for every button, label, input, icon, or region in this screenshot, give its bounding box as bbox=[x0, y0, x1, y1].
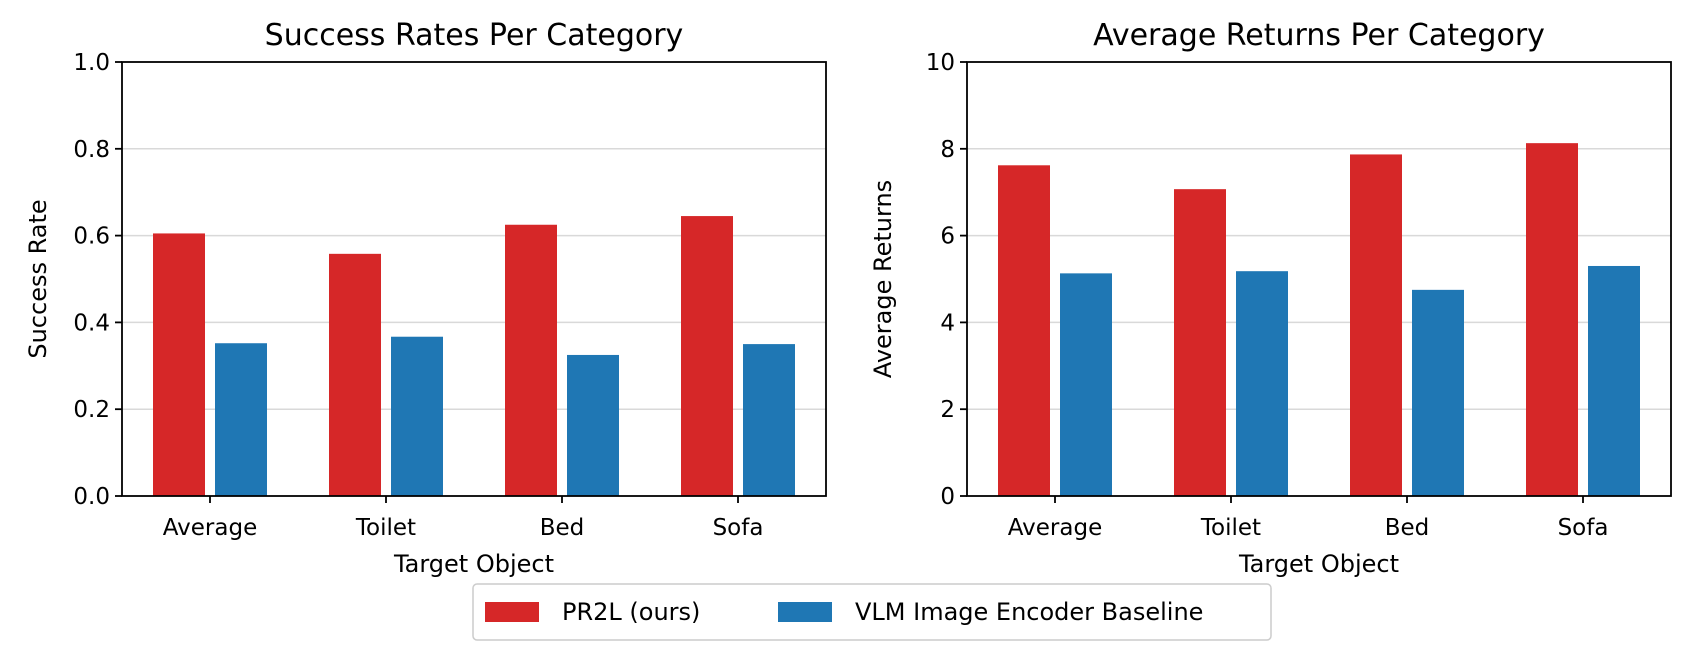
bar-baseline-bed bbox=[1412, 289, 1464, 496]
bar-baseline-sofa bbox=[1588, 265, 1640, 496]
y-tick-label: 0 bbox=[940, 484, 955, 510]
legend-frame bbox=[472, 583, 1272, 641]
legend-label-baseline: VLM Image Encoder Baseline bbox=[855, 598, 1203, 626]
legend-swatch-pr2l bbox=[485, 602, 539, 622]
bar-pr2l-bed bbox=[1350, 154, 1402, 496]
legend: PR2L (ours) VLM Image Encoder Baseline bbox=[472, 583, 1272, 641]
y-axis-label: Average Returns bbox=[869, 180, 897, 378]
x-tick-label-toilet: Toilet bbox=[355, 515, 416, 541]
legend-swatch-baseline bbox=[778, 602, 832, 622]
y-tick-label: 1.0 bbox=[73, 50, 110, 76]
legend-label-pr2l: PR2L (ours) bbox=[562, 598, 700, 626]
bar-pr2l-sofa bbox=[1526, 143, 1578, 496]
y-tick-label: 0.8 bbox=[73, 137, 110, 163]
x-tick-label-average: Average bbox=[1008, 515, 1102, 541]
x-tick-label-sofa: Sofa bbox=[1558, 515, 1609, 541]
bar-pr2l-sofa bbox=[681, 216, 733, 496]
bar-baseline-toilet bbox=[391, 336, 443, 496]
bar-baseline-sofa bbox=[743, 344, 795, 496]
y-tick-label: 4 bbox=[940, 310, 955, 336]
axes-frame bbox=[966, 61, 1672, 497]
chart-success-rates: 0.0 0.2 0.4 0.6 0.8 1.0 Average Toilet Bed Sofa Su… bbox=[24, 18, 827, 578]
bar-pr2l-toilet bbox=[1174, 189, 1226, 497]
y-tick-label: 0.0 bbox=[73, 484, 110, 510]
bar-baseline-average bbox=[1060, 273, 1112, 496]
y-tick-label: 0.4 bbox=[73, 310, 110, 336]
y-tick-label: 2 bbox=[940, 397, 955, 423]
x-tick-label-bed: Bed bbox=[540, 515, 585, 541]
x-tick-label-sofa: Sofa bbox=[713, 515, 764, 541]
bar-baseline-bed bbox=[567, 354, 619, 496]
y-axis-label: Success Rate bbox=[24, 199, 52, 358]
bar-pr2l-average bbox=[998, 165, 1050, 497]
bar-pr2l-average bbox=[153, 233, 205, 496]
y-tick-label: 8 bbox=[940, 137, 955, 163]
y-tick-label: 0.6 bbox=[73, 224, 110, 250]
x-tick-label-average: Average bbox=[163, 515, 257, 541]
bar-baseline-average bbox=[215, 343, 267, 496]
y-tick-label: 10 bbox=[926, 50, 955, 76]
x-axis-label: Target Object bbox=[393, 550, 554, 578]
bar-baseline-toilet bbox=[1236, 271, 1288, 496]
axes-frame bbox=[121, 61, 827, 497]
bar-pr2l-bed bbox=[505, 224, 557, 496]
x-tick-label-toilet: Toilet bbox=[1200, 515, 1261, 541]
chart-average-returns: 0 2 4 6 8 10 Average Toilet Bed Sofa Average Retur… bbox=[869, 18, 1672, 578]
chart-title: Average Returns Per Category bbox=[1093, 18, 1545, 53]
chart-title: Success Rates Per Category bbox=[265, 18, 684, 53]
y-tick-label: 0.2 bbox=[73, 397, 110, 423]
x-axis-label: Target Object bbox=[1238, 550, 1399, 578]
bar-pr2l-toilet bbox=[329, 253, 381, 496]
y-tick-label: 6 bbox=[940, 224, 955, 250]
x-tick-label-bed: Bed bbox=[1385, 515, 1430, 541]
